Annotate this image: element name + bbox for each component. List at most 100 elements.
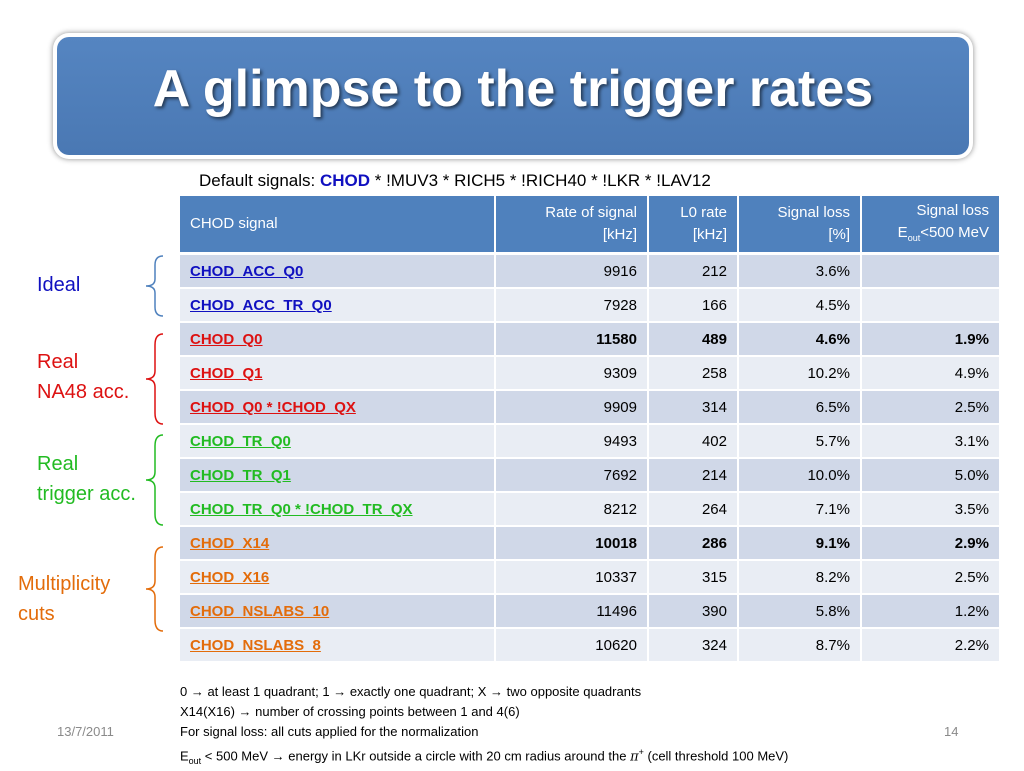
table-row: CHOD_TR_Q0 * !CHOD_TR_QX 8212 264 7.1% 3… — [180, 492, 999, 527]
l0-rate: 489 — [648, 322, 739, 357]
group-real-na48-line2: NA48 acc. — [37, 381, 130, 403]
slide-title: A glimpse to the trigger rates — [152, 60, 874, 118]
header-loss-line2: [%] — [828, 226, 850, 243]
l0-rate: 390 — [648, 594, 739, 629]
table-row: CHOD_ACC_TR_Q0 7928 166 4.5% — [180, 288, 999, 323]
brace-real-na48-icon — [145, 333, 164, 425]
note4-pi: π — [630, 749, 639, 765]
header-l0-line1: L0 rate — [680, 204, 727, 221]
page-number: 14 — [944, 724, 959, 739]
l0-rate: 324 — [648, 628, 739, 663]
l0-rate: 212 — [648, 253, 739, 289]
signal-name: CHOD_X14 — [180, 526, 496, 561]
l0-rate: 314 — [648, 390, 739, 425]
footer-date: 13/7/2011 — [57, 724, 114, 739]
title-banner: A glimpse to the trigger rates — [57, 37, 969, 155]
signal-name: CHOD_TR_Q0 * !CHOD_TR_QX — [180, 492, 496, 527]
l0-rate: 286 — [648, 526, 739, 561]
table-row: CHOD_X16 10337 315 8.2% 2.5% — [180, 560, 999, 595]
brace-multiplicity-icon — [145, 546, 164, 632]
signal-loss-eout: 1.2% — [861, 594, 999, 629]
signal-loss: 4.6% — [738, 322, 862, 357]
signal-rate: 9309 — [495, 356, 649, 391]
note2-b: number of crossing points between 1 and … — [251, 704, 520, 719]
note4-b: energy in LKr outside a circle with 20 c… — [284, 748, 631, 764]
signal-rate: 10620 — [495, 628, 649, 663]
arrow-icon: → — [490, 684, 504, 699]
header-rate-line1: Rate of signal — [545, 204, 637, 221]
header-chod-signal: CHOD signal — [180, 196, 496, 255]
signal-name: CHOD_X16 — [180, 560, 496, 595]
signal-loss: 4.5% — [738, 288, 862, 323]
header-l0-rate: L0 rate [kHz] — [648, 196, 739, 255]
l0-rate: 264 — [648, 492, 739, 527]
brace-real-trigger-icon — [145, 434, 164, 526]
signal-name: CHOD_TR_Q0 — [180, 424, 496, 459]
footnote-normalization: For signal loss: all cuts applied for th… — [180, 724, 479, 739]
signal-rate: 8212 — [495, 492, 649, 527]
table-row: CHOD_TR_Q0 9493 402 5.7% 3.1% — [180, 424, 999, 459]
footnote-crossing: X14(X16) → number of crossing points bet… — [180, 702, 788, 722]
arrow-icon: → — [333, 684, 347, 699]
signal-loss-eout: 1.9% — [861, 322, 999, 357]
note4-a: < 500 MeV — [201, 748, 272, 764]
table-row: CHOD_X14 10018 286 9.1% 2.9% — [180, 526, 999, 561]
signal-loss-eout: 4.9% — [861, 356, 999, 391]
footnote-eout: Eout < 500 MeV → energy in LKr outside a… — [180, 742, 788, 771]
group-real-trigger-line2: trigger acc. — [37, 483, 136, 505]
signal-loss: 8.7% — [738, 628, 862, 663]
signal-rate: 10337 — [495, 560, 649, 595]
note4-c: (cell threshold 100 MeV) — [643, 748, 789, 764]
signal-name: CHOD_NSLABS_10 — [180, 594, 496, 629]
group-real-na48-line1: Real — [37, 351, 79, 373]
signal-rate: 11496 — [495, 594, 649, 629]
arrow-icon: → — [271, 748, 285, 764]
header-rate-line2: [kHz] — [602, 226, 637, 243]
signal-loss-eout: 2.2% — [861, 628, 999, 663]
signal-name: CHOD_ACC_TR_Q0 — [180, 288, 496, 323]
default-signals-chod: CHOD — [319, 171, 371, 190]
header-eloss-line1: Signal loss — [916, 201, 989, 219]
header-l0-line2: [kHz] — [692, 226, 727, 243]
signal-rate: 10018 — [495, 526, 649, 561]
note1-b: at least 1 quadrant; 1 — [203, 684, 334, 699]
footnote-quadrants: 0 → at least 1 quadrant; 1 → exactly one… — [180, 682, 788, 702]
signal-name: CHOD_Q0 — [180, 322, 496, 357]
signal-loss: 9.1% — [738, 526, 862, 561]
arrow-icon: → — [238, 704, 252, 719]
l0-rate: 315 — [648, 560, 739, 595]
signal-rate: 11580 — [495, 322, 649, 357]
signal-rate: 9916 — [495, 253, 649, 289]
signal-loss-eout: 2.5% — [861, 390, 999, 425]
default-signals-prefix: Default signals: — [199, 171, 320, 190]
signal-loss: 5.8% — [738, 594, 862, 629]
signal-rate: 7928 — [495, 288, 649, 323]
note1-c: exactly one quadrant; X — [346, 684, 491, 699]
default-signals-rest: * !MUV3 * RICH5 * !RICH40 * !LKR * !LAV1… — [370, 171, 711, 190]
signal-loss: 6.5% — [738, 390, 862, 425]
group-label-real-trigger: Real trigger acc. — [37, 449, 136, 509]
trigger-rates-table: CHOD signal Rate of signal [kHz] L0 rate [… — [180, 196, 999, 663]
signal-rate: 7692 — [495, 458, 649, 493]
header-eloss-e: E — [897, 223, 908, 241]
arrow-icon: → — [190, 684, 204, 699]
signal-loss: 10.2% — [738, 356, 862, 391]
signal-loss: 8.2% — [738, 560, 862, 595]
signal-loss-eout: 5.0% — [861, 458, 999, 493]
signal-name: CHOD_Q0 * !CHOD_QX — [180, 390, 496, 425]
signal-name: CHOD_Q1 — [180, 356, 496, 391]
table-row: CHOD_Q0 * !CHOD_QX 9909 314 6.5% 2.5% — [180, 390, 999, 425]
l0-rate: 214 — [648, 458, 739, 493]
header-eloss-rest: <500 MeV — [920, 223, 989, 241]
signal-loss: 10.0% — [738, 458, 862, 493]
group-real-trigger-line1: Real — [37, 453, 79, 475]
header-rate-of-signal: Rate of signal [kHz] — [495, 196, 649, 255]
signal-rate: 9493 — [495, 424, 649, 459]
signal-loss: 7.1% — [738, 492, 862, 527]
note4-sub: out — [188, 755, 202, 766]
signal-loss-eout — [861, 288, 999, 323]
table-row: CHOD_TR_Q1 7692 214 10.0% 5.0% — [180, 458, 999, 493]
group-multiplicity-line1: Multiplicity — [18, 573, 111, 595]
table-row: CHOD_Q0 11580 489 4.6% 1.9% — [180, 322, 999, 357]
table-row: CHOD_ACC_Q0 9916 212 3.6% — [180, 253, 999, 289]
